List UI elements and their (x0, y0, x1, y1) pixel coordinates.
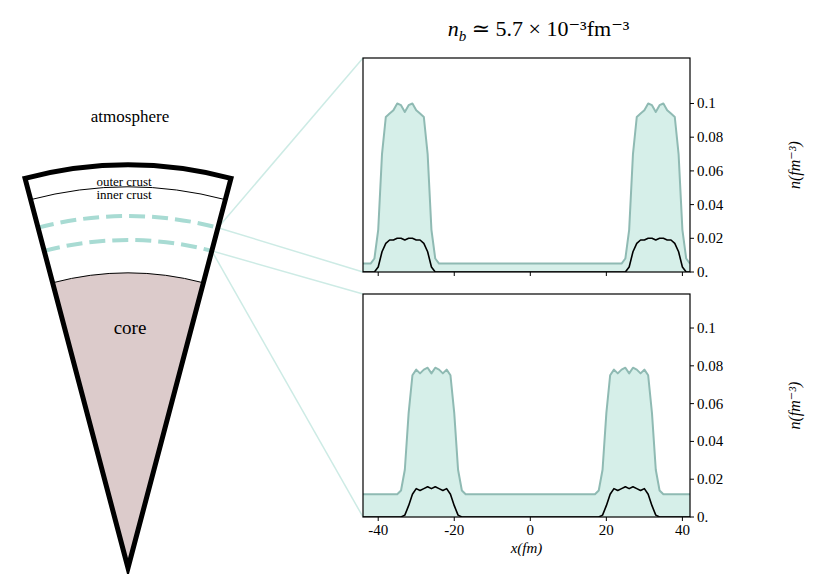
projection-line (212, 251, 363, 294)
x-tick (530, 517, 531, 521)
layer-label: atmosphere (91, 107, 169, 126)
y-tick-label: 0.06 (697, 163, 724, 179)
x-tick (378, 272, 379, 276)
y-tick (690, 272, 694, 273)
y-tick-label: 0. (697, 509, 708, 525)
y-tick (690, 441, 694, 442)
plot-area (363, 104, 690, 273)
y-tick-label: 0.08 (697, 358, 723, 374)
x-tick-label: 0 (527, 522, 535, 538)
proton-density-line (363, 238, 690, 272)
plot-frame (363, 294, 690, 517)
y-axis-title: n(fm⁻³) (786, 382, 804, 430)
x-tick-label: 20 (599, 522, 614, 538)
x-tick (606, 517, 607, 521)
y-tick (690, 238, 694, 239)
y-tick-label: 0.1 (697, 95, 716, 111)
layer-label: core (114, 317, 147, 338)
projection-line (218, 58, 363, 228)
y-tick-label: 0.04 (697, 197, 724, 213)
y-tick-label: 0.08 (697, 129, 723, 145)
y-tick (690, 103, 694, 104)
y-tick-label: 0.06 (697, 396, 724, 412)
layer-marker (44, 240, 212, 251)
x-axis-title: x(fm) (510, 540, 543, 557)
y-tick-label: 0.1 (697, 320, 716, 336)
y-tick (690, 328, 694, 329)
density-area (363, 104, 690, 273)
x-tick (454, 272, 455, 276)
plot-frame (363, 58, 690, 272)
y-tick (690, 137, 694, 138)
x-tick (378, 517, 379, 521)
x-tick (454, 517, 455, 521)
proton-density-line (363, 487, 690, 517)
star-wedge (25, 165, 231, 568)
figure: atmosphereouter crustinner crustcore0.0.… (0, 0, 815, 574)
layer-label: inner crust (96, 187, 152, 202)
y-tick (690, 517, 694, 518)
y-tick-label: 0. (697, 264, 708, 280)
plot-area (363, 368, 690, 517)
star-outline (25, 165, 231, 568)
projection-line (212, 251, 363, 517)
chart-title: nb ≃ 5.7 × 10⁻³fm⁻³ (448, 16, 630, 44)
density-area (363, 368, 690, 517)
x-tick (606, 272, 607, 276)
y-tick (690, 403, 694, 404)
y-tick (690, 170, 694, 171)
layer-marker (38, 216, 218, 228)
y-tick (690, 204, 694, 205)
projection-line (218, 228, 363, 272)
y-axis-title: n(fm⁻³) (786, 141, 804, 189)
y-tick-label: 0.02 (697, 471, 723, 487)
x-tick-label: -40 (368, 522, 388, 538)
x-tick (682, 517, 683, 521)
core-region (53, 273, 204, 568)
x-tick-label: 40 (675, 522, 690, 538)
x-tick (530, 272, 531, 276)
y-tick (690, 479, 694, 480)
y-tick-label: 0.04 (697, 433, 724, 449)
total-density-line (363, 368, 690, 495)
y-tick-label: 0.02 (697, 230, 723, 246)
x-tick-label: -20 (444, 522, 464, 538)
y-tick (690, 365, 694, 366)
x-tick (682, 272, 683, 276)
